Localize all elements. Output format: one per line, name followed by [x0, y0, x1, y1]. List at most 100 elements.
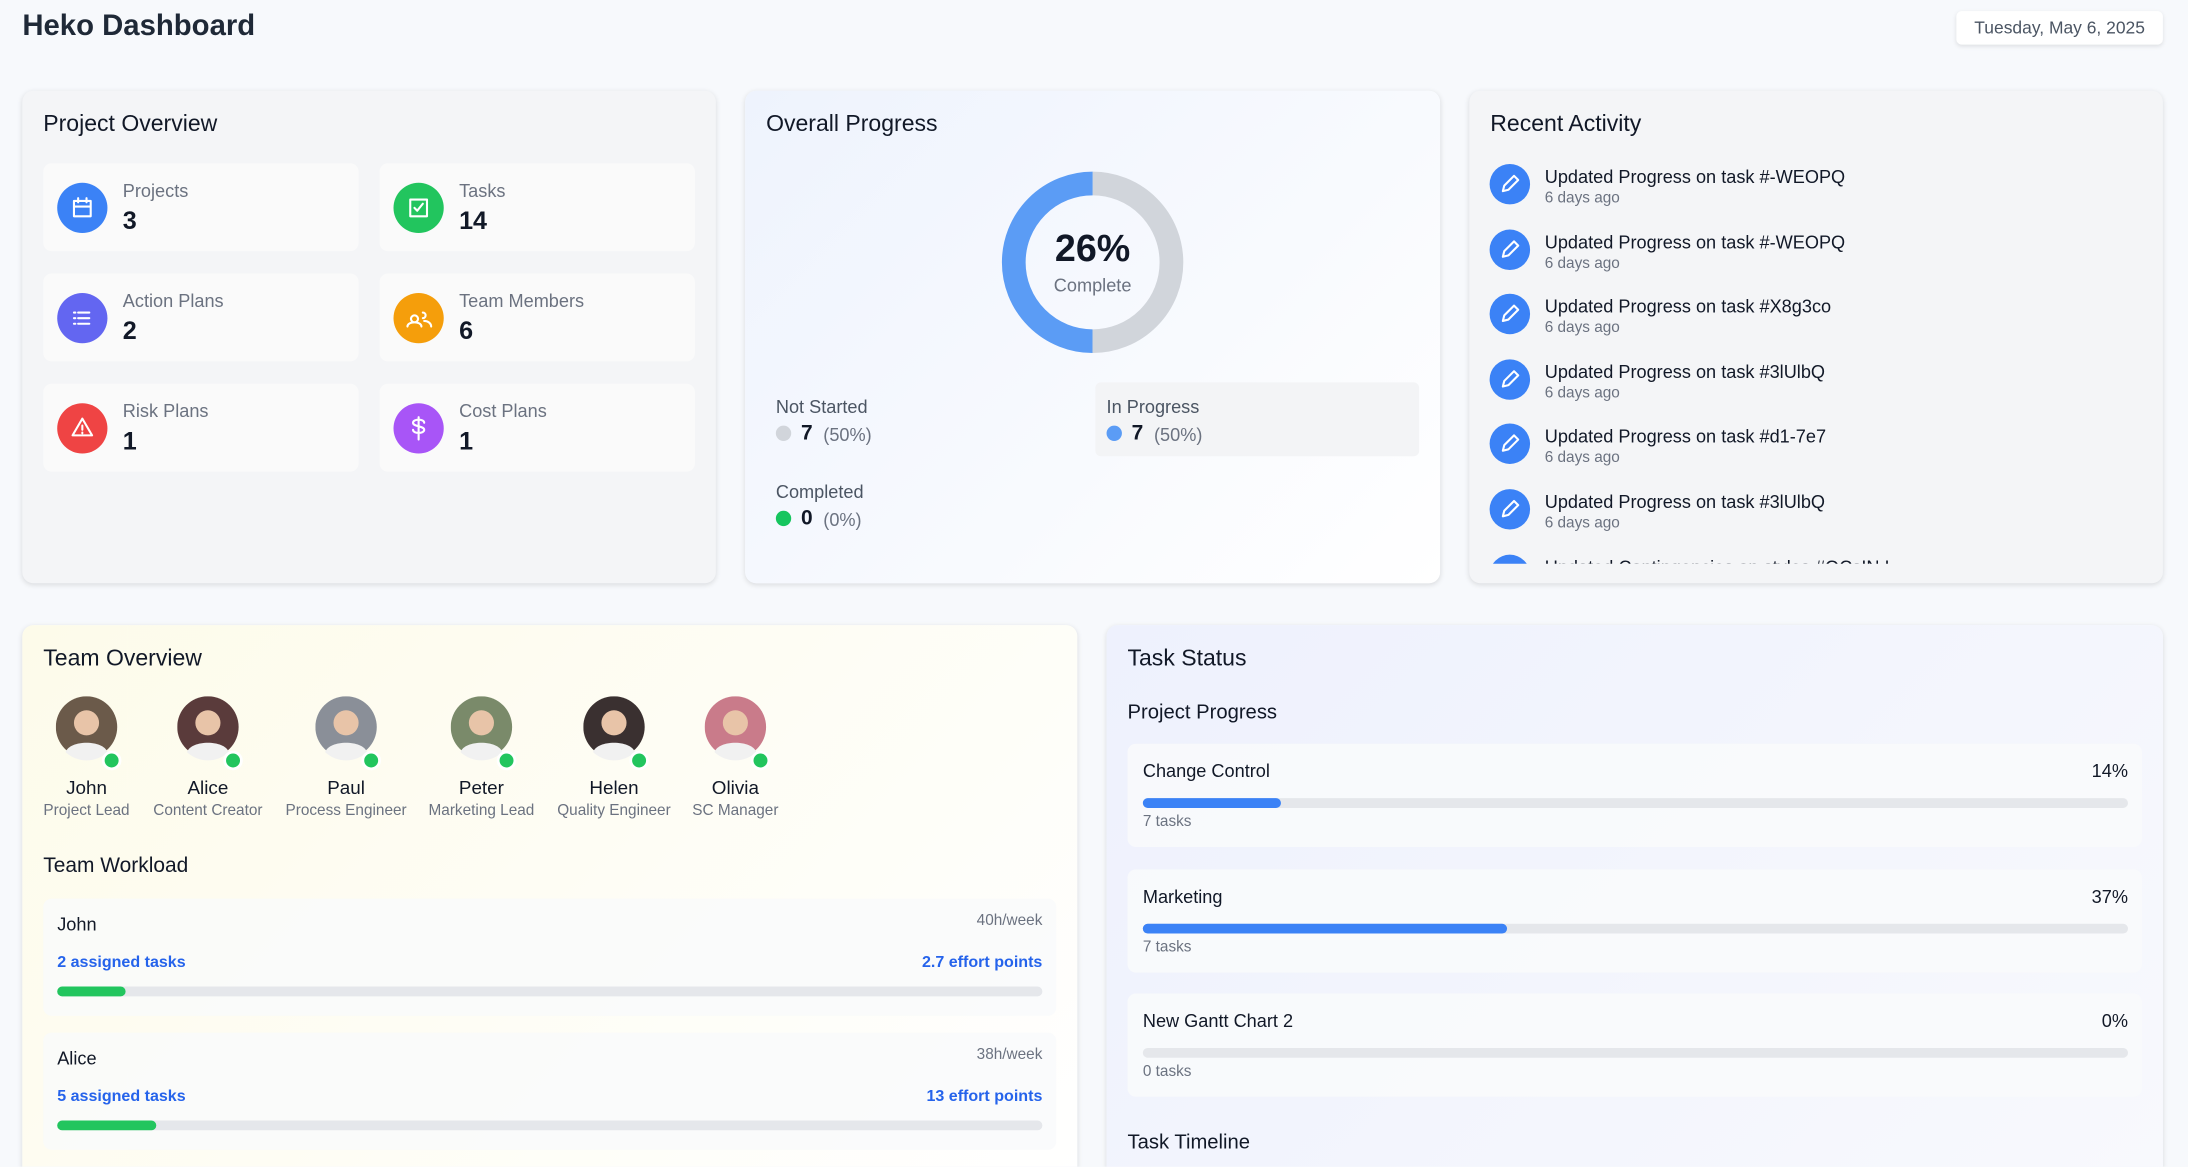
activity-time: 6 days ago: [1544, 449, 1620, 467]
workload-box: [43, 898, 1057, 1016]
stat-value: 3: [122, 206, 137, 235]
stat-value: 2: [122, 316, 137, 345]
icon-glyph: [72, 311, 91, 325]
status-label: Not Started: [775, 396, 868, 418]
icon-bg: [1489, 293, 1531, 335]
project-percent: 14%: [2091, 760, 2129, 782]
avatar-face: [468, 710, 494, 736]
avatar-body: [65, 742, 108, 761]
project-box: [1127, 743, 2142, 848]
activity-time: 6 days ago: [1544, 319, 1620, 337]
donut: [1001, 171, 1184, 354]
icon-bg: [1489, 424, 1531, 465]
status-online: [629, 750, 649, 771]
avatar-face: [73, 710, 100, 736]
activity-time: 6 days ago: [1544, 384, 1620, 402]
stat-label: Tasks: [459, 180, 506, 201]
workload-hours: 40h/week: [976, 912, 1043, 930]
status-share: (50%): [823, 424, 872, 446]
stat-icon: [57, 403, 108, 454]
status-online: [496, 750, 517, 771]
icon-glyph: [411, 416, 426, 441]
icon-glyph: [71, 417, 94, 437]
status-online: [101, 750, 122, 771]
icon-bg: [1489, 489, 1531, 530]
status-count: 7: [800, 421, 813, 446]
status-box: [765, 382, 1089, 456]
member-role: Process Engineer: [285, 802, 407, 820]
stat-value: 6: [459, 316, 474, 345]
project-tasks: 7 tasks: [1142, 813, 1192, 831]
icon-glyph: [409, 198, 429, 218]
icon-glyph: [406, 311, 433, 328]
icon-glyph: [1501, 434, 1520, 453]
project-percent: 0%: [2101, 1010, 2129, 1032]
activity-icon: [1489, 424, 1531, 465]
project-name: Change Control: [1142, 760, 1270, 782]
icon-glyph: [72, 197, 92, 218]
workload-bar: [57, 1120, 156, 1131]
project-tasks: 7 tasks: [1142, 938, 1192, 956]
avatar: [450, 696, 517, 771]
status-box: [765, 467, 1089, 541]
workload-track: [57, 1120, 1043, 1131]
activity-icon: [1489, 359, 1531, 400]
activity-text: Updated Progress on task #3lUlbQ: [1544, 491, 1826, 513]
donut-caption: Complete: [1053, 274, 1132, 296]
workload-effort: 2.7 effort points: [921, 954, 1043, 972]
project-percent: 37%: [2091, 885, 2129, 907]
section-title: Task Timeline: [1127, 1131, 1251, 1155]
activity-time: 6 days ago: [1544, 254, 1620, 272]
donut-percent: 26%: [1054, 227, 1131, 270]
status-dot: [775, 510, 792, 527]
stat-label: Action Plans: [122, 290, 224, 312]
stat-icon: [393, 293, 444, 344]
workload-name: John: [57, 913, 97, 935]
member-role: Project Lead: [43, 802, 130, 820]
donut-segment: [1001, 171, 1184, 354]
section-title: Project Progress: [1127, 701, 1278, 725]
member-name: Helen: [589, 777, 639, 799]
card-title: Overall Progress: [766, 111, 938, 137]
stat-value: 14: [459, 206, 488, 235]
status-share: (0%): [823, 509, 862, 531]
section-title: Team Workload: [43, 853, 189, 878]
activity-text: Updated Progress on task #-WEOPQ: [1544, 231, 1846, 253]
icon-bg: [1489, 163, 1531, 205]
member-role: Content Creator: [153, 802, 263, 820]
status-count: 7: [1131, 421, 1144, 446]
status-online: [750, 750, 771, 771]
avatar-body: [593, 742, 635, 761]
progress-bar: [1142, 923, 1508, 933]
activity-card: [1469, 90, 2163, 584]
stat-icon: [393, 403, 444, 454]
project-box: [1127, 868, 2142, 972]
activity-icon: [1489, 163, 1531, 205]
stat-icon: [393, 182, 444, 234]
avatar-body: [186, 742, 229, 761]
card-title: Recent Activity: [1490, 111, 1642, 137]
avatar: [315, 696, 381, 771]
activity-text: Updated Progress on task #3lUlbQ: [1544, 361, 1826, 383]
avatar: [177, 696, 243, 771]
progress-track: [1142, 1047, 2129, 1058]
icon-glyph: [1501, 369, 1520, 388]
stat-label: Projects: [122, 180, 189, 201]
activity-icon: [1489, 293, 1531, 335]
activity-text: Updated Progress on task #-WEOPQ: [1544, 166, 1846, 187]
status-dot: [1106, 425, 1122, 441]
member-name: Alice: [187, 777, 229, 799]
avatar-face: [601, 710, 627, 736]
status-dot: [775, 425, 792, 441]
stat-icon: [57, 182, 108, 234]
icon-bg: [57, 182, 108, 234]
project-box: [1127, 993, 2142, 1097]
status-online: [223, 750, 243, 771]
avatar-body: [714, 742, 757, 761]
member-role: SC Manager: [692, 802, 779, 820]
icon-glyph: [1501, 499, 1520, 518]
workload-effort: 13 effort points: [926, 1088, 1043, 1106]
project-tasks: 0 tasks: [1142, 1063, 1192, 1081]
avatar: [704, 696, 771, 771]
